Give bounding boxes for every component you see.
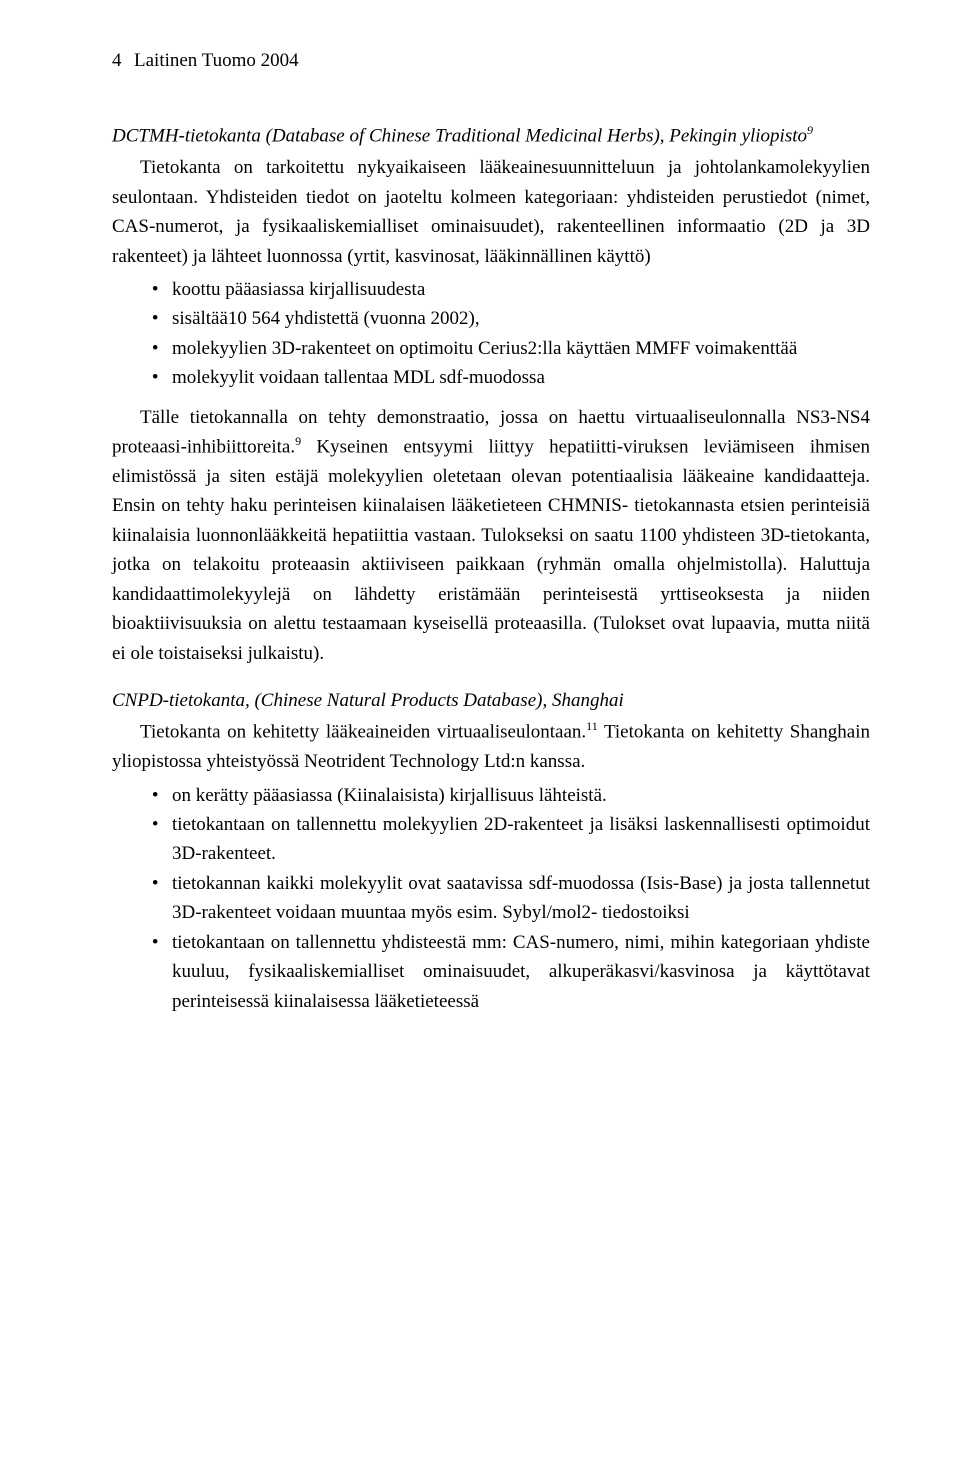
section-title: CNPD-tietokanta, (Chinese Natural Produc… (112, 686, 870, 715)
section-title: DCTMH-tietokanta (Database of Chinese Tr… (112, 121, 870, 151)
running-head: Laitinen Tuomo 2004 (134, 46, 299, 75)
section-title-text: DCTMH-tietokanta (Database of Chinese Tr… (112, 126, 807, 147)
document-page: 4 Laitinen Tuomo 2004 DCTMH-tietokanta (… (0, 0, 960, 1481)
list-item: molekyylit voidaan tallentaa MDL sdf-muo… (168, 363, 870, 392)
list-item: koottu pääasiassa kirjallisuudesta (168, 275, 870, 304)
section-dctmh: DCTMH-tietokanta (Database of Chinese Tr… (112, 121, 870, 668)
paragraph: Tietokanta on tarkoitettu nykyaikaiseen … (112, 153, 870, 271)
list-item: sisältää10 564 yhdistettä (vuonna 2002), (168, 304, 870, 333)
page-number: 4 (112, 46, 124, 75)
paragraph: Tietokanta on kehitetty lääkeaineiden vi… (112, 717, 870, 776)
paragraph: Tälle tietokannalla on tehty demonstraat… (112, 403, 870, 668)
bullet-list: koottu pääasiassa kirjallisuudesta sisäl… (112, 275, 870, 393)
list-item: tietokannan kaikki molekyylit ovat saata… (168, 869, 870, 928)
list-item: molekyylien 3D-rakenteet on optimoitu Ce… (168, 334, 870, 363)
paragraph-part: Kyseinen entsyymi liittyy hepatiitti-vir… (112, 436, 870, 663)
list-item: tietokantaan on tallennettu molekyylien … (168, 810, 870, 869)
section-cnpd: CNPD-tietokanta, (Chinese Natural Produc… (112, 686, 870, 1016)
page-header: 4 Laitinen Tuomo 2004 (112, 46, 870, 75)
footnote-ref: 9 (807, 123, 813, 137)
list-item: on kerätty pääasiassa (Kiinalaisista) ki… (168, 781, 870, 810)
footnote-ref: 11 (586, 719, 598, 733)
paragraph-part: Tietokanta on kehitetty lääkeaineiden vi… (140, 722, 586, 743)
bullet-list: on kerätty pääasiassa (Kiinalaisista) ki… (112, 781, 870, 1017)
list-item: tietokantaan on tallennettu yhdisteestä … (168, 928, 870, 1016)
